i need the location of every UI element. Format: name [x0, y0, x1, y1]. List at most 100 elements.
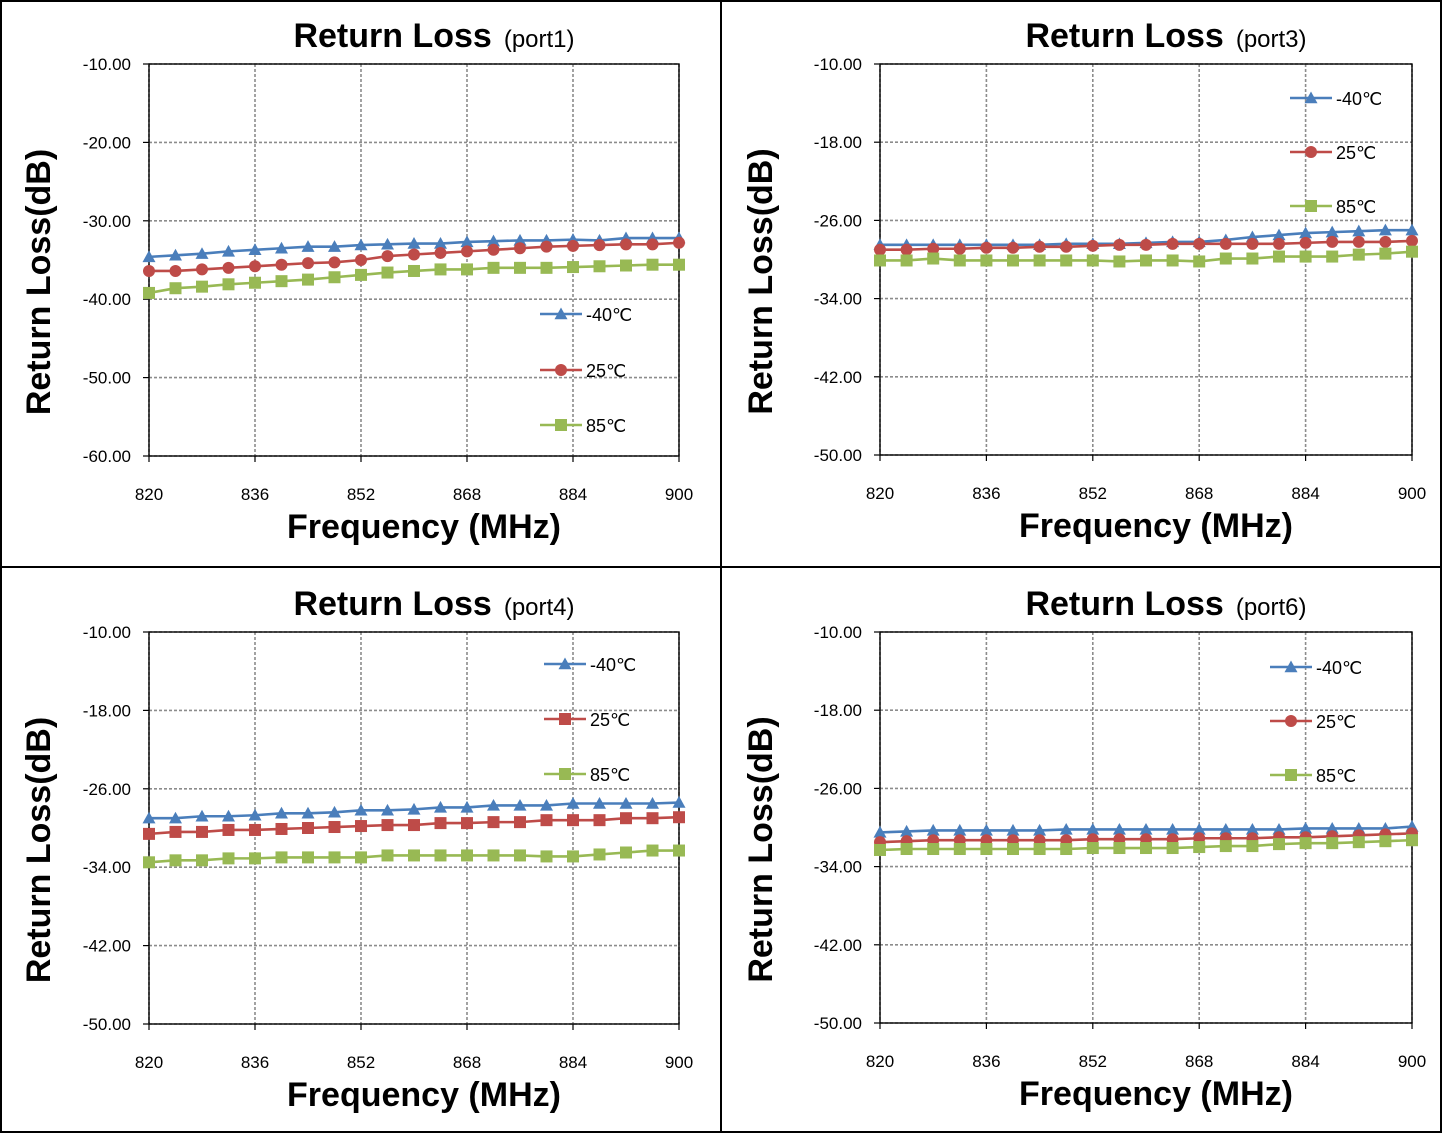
- data-point: [1405, 223, 1419, 236]
- data-point: [619, 797, 633, 809]
- data-point: [979, 823, 993, 836]
- legend-marker: [558, 657, 572, 670]
- data-point: [1273, 237, 1285, 250]
- data-point: [222, 261, 235, 274]
- data-point: [1246, 840, 1259, 853]
- data-point: [514, 261, 526, 274]
- data-point: [355, 254, 367, 266]
- data-point: [874, 843, 886, 856]
- data-point: [646, 812, 659, 825]
- data-point: [434, 849, 447, 862]
- data-point: [275, 851, 288, 864]
- chart-panel-port3: Return Loss (port3) -10.00 -18.00 -26.00 -34.…: [722, 0, 1442, 566]
- data-point: [646, 238, 659, 251]
- data-point: [1326, 837, 1339, 850]
- data-point: [142, 250, 156, 263]
- x-tick-label: 884: [1291, 484, 1319, 503]
- data-point: [354, 238, 368, 251]
- data-point: [381, 237, 394, 250]
- data-point: [248, 243, 262, 256]
- data-point: [1033, 823, 1047, 836]
- data-point: [1140, 254, 1152, 267]
- data-point: [143, 264, 155, 277]
- data-point: [514, 242, 526, 255]
- data-point: [275, 275, 288, 288]
- data-point: [1219, 822, 1233, 835]
- y-tick-label: -50.00: [814, 1014, 862, 1033]
- data-point: [275, 806, 288, 819]
- data-point: [301, 240, 315, 252]
- chart-svg-port1: Return Loss (port1) -10.00 -20.00 -30.00 -40.…: [20, 17, 693, 546]
- y-tick-label: -26.00: [83, 780, 131, 799]
- legend-label: -40℃: [1316, 658, 1362, 678]
- y-tick-label: -42.00: [814, 936, 862, 955]
- x-tick-label: 884: [559, 1053, 587, 1072]
- data-point: [222, 278, 235, 291]
- data-point: [620, 812, 632, 825]
- data-point: [487, 798, 500, 811]
- data-point: [980, 241, 993, 254]
- data-point: [1352, 836, 1365, 849]
- y-axis-title: Return Loss(dB): [20, 717, 58, 983]
- data-point: [1273, 838, 1285, 851]
- data-point: [1299, 821, 1313, 834]
- data-point: [381, 266, 394, 279]
- data-point: [222, 823, 235, 836]
- y-tick-label: -34.00: [814, 290, 862, 309]
- data-point: [302, 273, 314, 286]
- data-point: [1193, 841, 1206, 854]
- legend-marker: [1305, 146, 1317, 158]
- x-axis-title: Frequency (MHz): [1019, 1075, 1293, 1113]
- legend-marker: [555, 419, 567, 431]
- chart-title-main: Return Loss: [293, 585, 491, 623]
- data-point: [461, 849, 473, 862]
- data-point: [513, 233, 527, 246]
- data-point: [540, 240, 553, 253]
- y-tick-label: -60.00: [83, 447, 131, 466]
- data-point: [408, 819, 420, 832]
- legend-label: 85℃: [1336, 197, 1376, 217]
- data-point: [1166, 237, 1179, 250]
- data-point: [927, 843, 940, 856]
- data-point: [593, 814, 606, 827]
- data-point: [434, 817, 447, 830]
- x-tick-label: 900: [1398, 484, 1426, 503]
- data-point: [434, 263, 447, 276]
- y-tick-label: -26.00: [814, 211, 862, 230]
- legend-label: 25℃: [590, 710, 630, 730]
- data-point: [302, 851, 314, 864]
- legend-label: -40℃: [586, 305, 632, 325]
- data-point: [196, 263, 208, 276]
- legend-label: 85℃: [586, 416, 626, 436]
- data-point: [1006, 823, 1020, 836]
- data-point: [953, 823, 967, 836]
- legend-label: 25℃: [1336, 143, 1376, 163]
- data-point: [1326, 250, 1339, 263]
- data-point: [1379, 247, 1392, 260]
- data-point: [1379, 235, 1392, 248]
- x-tick-label: 868: [453, 1053, 481, 1072]
- chart-svg-port4: Return Loss (port4) -10.00 -18.00 -26.00 -34.…: [20, 585, 693, 1114]
- data-point: [381, 849, 394, 862]
- data-point: [1086, 842, 1099, 855]
- horizontal-divider: [0, 566, 1442, 568]
- data-point: [567, 850, 579, 863]
- data-point: [672, 796, 686, 808]
- data-point: [673, 236, 685, 249]
- data-point: [1406, 834, 1418, 847]
- data-point: [567, 814, 579, 827]
- data-point: [487, 243, 500, 256]
- data-point: [673, 844, 685, 857]
- data-point: [301, 806, 315, 819]
- y-tick-label: -18.00: [814, 133, 862, 152]
- data-point: [328, 256, 341, 269]
- chart-title-main: Return Loss: [1025, 585, 1223, 623]
- series-2: [143, 844, 685, 869]
- data-point: [1166, 254, 1179, 267]
- legend-marker: [1285, 715, 1297, 727]
- data-point: [1060, 240, 1073, 253]
- x-axis-title: Frequency (MHz): [287, 508, 561, 546]
- chart-title-main: Return Loss: [1025, 17, 1223, 55]
- chart-title-port: (port4): [504, 594, 575, 621]
- data-point: [249, 852, 261, 865]
